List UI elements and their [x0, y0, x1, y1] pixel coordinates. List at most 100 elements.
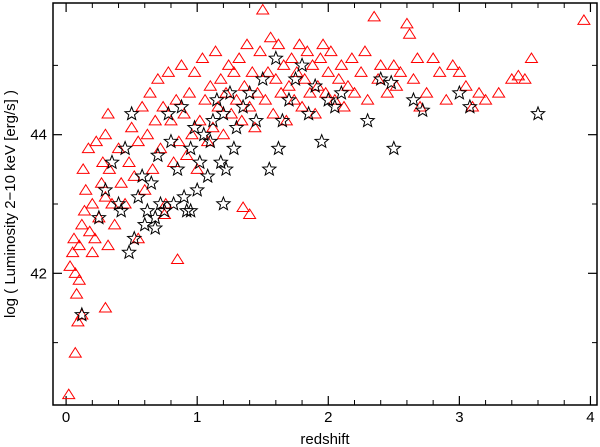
star-point: [405, 91, 422, 107]
triangle-point: [76, 163, 91, 174]
star-point: [126, 230, 143, 246]
triangle-point: [261, 65, 275, 77]
star-point: [163, 133, 179, 149]
triangle-point: [63, 260, 77, 271]
star-point: [169, 160, 186, 177]
star-point: [182, 202, 199, 218]
triangle-point: [122, 156, 136, 167]
triangle-point: [284, 52, 299, 63]
triangle-point: [72, 239, 87, 251]
tick-labels: 0 1 2 3 4 42 44: [30, 127, 594, 426]
triangle-point: [406, 72, 421, 84]
star-point: [313, 133, 330, 149]
triangle-point: [105, 197, 119, 209]
star-point: [90, 209, 107, 225]
triangle-point: [310, 79, 325, 91]
star-point: [186, 119, 203, 135]
data-points: [61, 3, 591, 400]
star-point: [136, 216, 153, 232]
star-point: [178, 202, 195, 218]
triangle-point: [331, 72, 346, 84]
triangle-point: [185, 128, 199, 140]
triangle-point: [268, 72, 283, 84]
triangle-point: [373, 59, 388, 70]
star-point: [212, 154, 229, 170]
star-point: [274, 112, 291, 128]
star-point: [300, 105, 317, 121]
triangle-point: [85, 246, 100, 258]
triangle-point: [198, 93, 212, 105]
star-point: [73, 306, 90, 322]
triangle-point: [177, 107, 191, 119]
triangle-point: [187, 65, 202, 77]
triangle-point: [305, 59, 320, 70]
star-point: [530, 105, 546, 121]
triangle-point: [419, 86, 434, 98]
triangle-point: [101, 239, 115, 251]
triangle-point: [271, 38, 286, 50]
triangle-point: [478, 93, 493, 105]
y-axis-title: log ( Luminosity 2−10 keV [erg/s] ): [2, 90, 19, 318]
triangle-point: [459, 79, 473, 91]
triangle-point: [321, 65, 336, 77]
triangle-point: [74, 308, 89, 320]
triangle-point: [95, 156, 110, 167]
star-point: [117, 140, 134, 156]
star-point: [113, 202, 130, 218]
star-point: [147, 219, 164, 236]
triangle-point: [68, 346, 83, 358]
triangle-point: [70, 315, 85, 327]
triangle-point: [203, 79, 218, 91]
star-point: [204, 112, 221, 128]
triangle-point: [135, 100, 150, 112]
star-point: [225, 140, 242, 156]
star-point: [287, 70, 304, 87]
y-tick-label: 44: [30, 127, 47, 144]
triangle-point: [255, 3, 270, 15]
triangle-point: [61, 388, 76, 400]
triangle-point: [240, 38, 254, 50]
star-point: [414, 102, 431, 118]
star-point: [104, 154, 120, 170]
triangle-point: [308, 107, 323, 119]
triangle-point: [354, 65, 368, 77]
triangle-point: [245, 65, 260, 77]
x-tick-label: 0: [62, 409, 70, 426]
triangle-point: [472, 86, 486, 98]
triangle-point: [124, 121, 139, 133]
triangle-point: [213, 72, 228, 84]
triangle-point: [74, 218, 89, 230]
triangle-point: [491, 86, 506, 98]
triangle-point: [347, 86, 362, 98]
triangle-point: [263, 31, 278, 43]
triangle-point: [389, 79, 404, 91]
triangle-point: [511, 69, 526, 81]
x-tick-label: 3: [455, 409, 463, 426]
star-point: [326, 98, 343, 114]
star-point: [385, 140, 402, 156]
triangle-point: [101, 107, 115, 119]
triangle-point: [276, 59, 291, 70]
triangle-point: [98, 190, 113, 202]
triangle-point: [156, 100, 171, 112]
triangle-point: [166, 156, 181, 167]
plot-frame: [52, 2, 598, 406]
star-point: [160, 105, 177, 121]
triangle-point: [68, 266, 83, 278]
triangle-point: [182, 86, 197, 98]
triangle-point: [102, 163, 117, 174]
triangle-point: [367, 10, 382, 22]
triangle-point: [358, 45, 372, 57]
triangle-point: [170, 253, 185, 264]
triangle-point: [179, 149, 194, 161]
triangle-point: [72, 273, 87, 285]
star-point: [280, 91, 297, 107]
triangle-point: [67, 232, 81, 244]
triangle-point: [107, 218, 122, 230]
triangle-point: [88, 232, 102, 244]
triangle-point: [131, 135, 146, 147]
axis-ticks: [53, 3, 597, 405]
star-point: [215, 195, 232, 211]
star-point: [97, 181, 114, 197]
triangle-point: [118, 197, 133, 209]
